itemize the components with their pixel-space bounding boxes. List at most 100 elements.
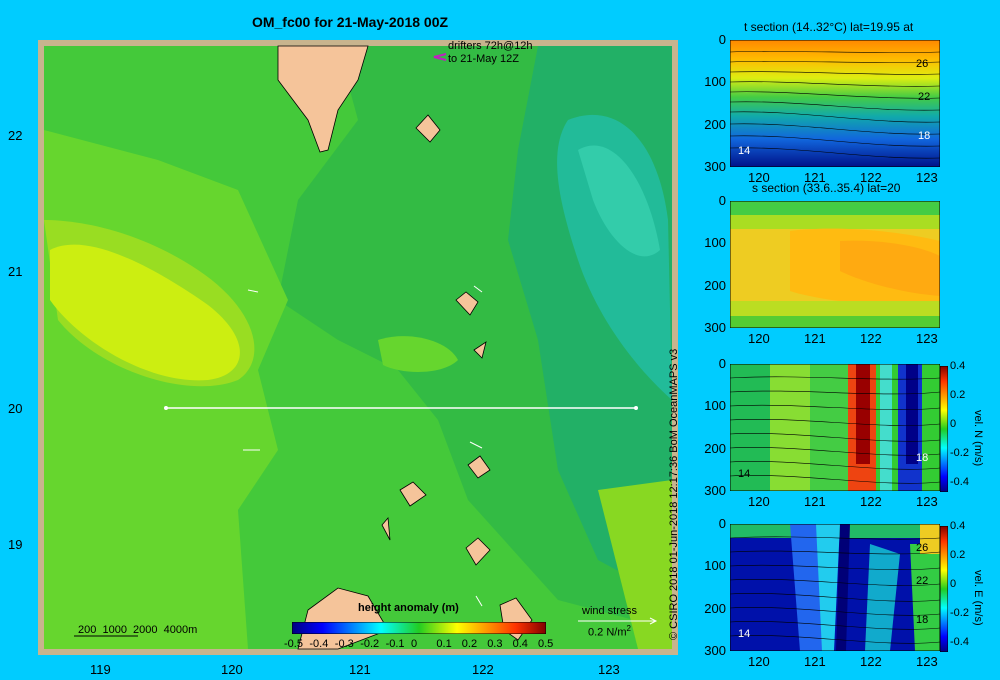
lon-tick-122: 122 bbox=[472, 662, 494, 677]
v-section-colorbar-tick: -0.2 bbox=[950, 447, 969, 459]
colorbar-tick: -0.1 bbox=[385, 638, 405, 650]
wind-stress-unit: 0.2 N/m2 bbox=[588, 624, 631, 639]
t-contour-label-26: 26 bbox=[916, 58, 929, 70]
drifters-label: drifters 72h@12h to 21-May 12Z bbox=[448, 40, 533, 66]
t-contour-label-22: 22 bbox=[918, 91, 931, 103]
v-section-plot bbox=[730, 364, 940, 491]
lat-tick-22: 22 bbox=[8, 128, 23, 143]
v-section-depth-tick: 300 bbox=[704, 483, 726, 498]
s-section-lon-tick: 120 bbox=[748, 331, 770, 346]
vel-e-label: vel. E (m/s) bbox=[972, 570, 984, 626]
t-contour-label-18: 18 bbox=[918, 130, 931, 142]
credit-text: © CSIRO 2018 01-Jun-2018 12:17:36 BoM Oc… bbox=[668, 348, 680, 640]
t-section-depth-tick: 0 bbox=[718, 32, 726, 47]
drifters-label-line1: drifters 72h@12h bbox=[448, 40, 533, 52]
t-contour-label-14: 14 bbox=[738, 145, 751, 157]
colorbar-tick: -0.4 bbox=[309, 638, 329, 650]
vel-n-label: vel. N (m/s) bbox=[972, 410, 984, 467]
u-contour-label-18: 18 bbox=[916, 614, 929, 626]
u-section-depth-tick: 300 bbox=[704, 643, 726, 658]
colorbar-tick: 0.5 bbox=[538, 638, 554, 650]
v-section-lon-tick: 123 bbox=[916, 494, 938, 509]
u-section-colorbar-tick: 0.2 bbox=[950, 549, 966, 561]
section-start-marker bbox=[164, 406, 168, 410]
u-section-depth-tick: 200 bbox=[704, 600, 726, 616]
colorbar-tick: -0.3 bbox=[334, 638, 354, 650]
wind-stress-arrow-icon bbox=[578, 617, 658, 625]
drifters-label-line2: to 21-May 12Z bbox=[448, 53, 519, 65]
v-section-colorbar-tick: -0.4 bbox=[950, 476, 969, 488]
u-section-lon-tick: 121 bbox=[804, 654, 826, 669]
colorbar-tick: 0.3 bbox=[487, 638, 503, 650]
u-section-colorbar-tick: -0.2 bbox=[950, 607, 969, 619]
v-section-depth-tick: 0 bbox=[718, 356, 726, 371]
s-section-plot bbox=[730, 201, 940, 328]
vel-e-colorbar bbox=[940, 526, 948, 652]
colorbar-tick: 0.4 bbox=[512, 638, 528, 650]
v-section-lon-tick: 121 bbox=[804, 494, 826, 509]
island-taiwan bbox=[277, 45, 369, 153]
colorbar-title: height anomaly (m) bbox=[358, 602, 459, 614]
s-section-title: s section (33.6..35.4) lat=20 bbox=[752, 181, 901, 195]
s-section-lon-tick: 122 bbox=[860, 331, 882, 346]
depth-legend: 200 1000 2000 4000m bbox=[78, 624, 198, 636]
s-section-lon-tick: 123 bbox=[916, 331, 938, 346]
anomaly-field bbox=[44, 46, 672, 649]
height-anomaly-map bbox=[38, 40, 678, 655]
colorbar-tick: -0.2 bbox=[360, 638, 380, 650]
u-section-colorbar-tick: 0 bbox=[950, 578, 957, 590]
u-contour-label-26: 26 bbox=[916, 542, 929, 554]
v-contour-label-14: 14 bbox=[738, 468, 751, 480]
u-contour-label-14: 14 bbox=[738, 628, 751, 640]
t-section-lon-tick: 120 bbox=[748, 170, 770, 185]
velocity-vectors bbox=[243, 285, 483, 607]
t-section-title: t section (14..32°C) lat=19.95 at bbox=[744, 20, 914, 34]
u-section-depth-tick: 0 bbox=[718, 516, 726, 531]
s-section-lon-tick: 121 bbox=[804, 331, 826, 346]
lon-tick-121: 121 bbox=[349, 662, 371, 677]
t-section-lon-tick: 121 bbox=[804, 170, 826, 185]
height-anomaly-colorbar bbox=[292, 622, 546, 634]
v-section-colorbar-tick: 0 bbox=[950, 418, 957, 430]
u-section-lon-tick: 123 bbox=[916, 654, 938, 669]
s-section-depth-tick: 300 bbox=[704, 320, 726, 335]
v-section-lon-tick: 122 bbox=[860, 494, 882, 509]
v-section-depth-tick: 200 bbox=[704, 440, 726, 456]
t-section-plot bbox=[730, 40, 940, 167]
t-section-depth-tick: 300 bbox=[704, 159, 726, 174]
t-section-depth-tick: 100 bbox=[704, 74, 726, 90]
t-section-lon-tick: 122 bbox=[860, 170, 882, 185]
v-section-colorbar-tick: 0.2 bbox=[950, 389, 966, 401]
u-section-lon-tick: 120 bbox=[748, 654, 770, 669]
wind-stress-label: wind stress bbox=[582, 605, 638, 617]
colorbar-tick: -0.5 bbox=[284, 638, 303, 650]
vel-n-colorbar bbox=[940, 366, 948, 492]
v-contour-label-18: 18 bbox=[916, 452, 929, 464]
v-section-colorbar-tick: 0.4 bbox=[950, 360, 966, 372]
v-section-lon-tick: 120 bbox=[748, 494, 770, 509]
colorbar-tick: 0 bbox=[411, 638, 418, 650]
figure-title: OM_fc00 for 21-May-2018 00Z bbox=[251, 14, 449, 30]
s-section-depth-tick: 200 bbox=[704, 277, 726, 293]
lon-tick-123: 123 bbox=[598, 662, 620, 677]
u-section-colorbar-tick: 0.4 bbox=[950, 520, 966, 532]
u-section-lon-tick: 122 bbox=[860, 654, 882, 669]
t-section-depth-tick: 200 bbox=[704, 116, 726, 132]
v-section-depth-tick: 100 bbox=[704, 398, 726, 414]
lon-tick-119: 119 bbox=[90, 662, 111, 677]
drifter-arrow-icon bbox=[433, 53, 447, 61]
t-section-lon-tick: 123 bbox=[916, 170, 938, 185]
section-end-marker bbox=[634, 406, 638, 410]
u-section-plot bbox=[730, 524, 940, 651]
colorbar-tick: 0.2 bbox=[461, 638, 478, 650]
s-section-depth-tick: 100 bbox=[704, 235, 726, 251]
lon-tick-120: 120 bbox=[221, 662, 243, 677]
lat-tick-20: 20 bbox=[8, 401, 23, 416]
u-section-colorbar-tick: -0.4 bbox=[950, 636, 969, 648]
colorbar-tick: 0.1 bbox=[436, 638, 452, 650]
u-contour-label-22: 22 bbox=[916, 575, 929, 587]
lat-tick-21: 21 bbox=[8, 264, 23, 279]
lat-tick-19: 19 bbox=[8, 537, 23, 552]
u-section-depth-tick: 100 bbox=[704, 558, 726, 574]
s-section-depth-tick: 0 bbox=[718, 193, 726, 208]
